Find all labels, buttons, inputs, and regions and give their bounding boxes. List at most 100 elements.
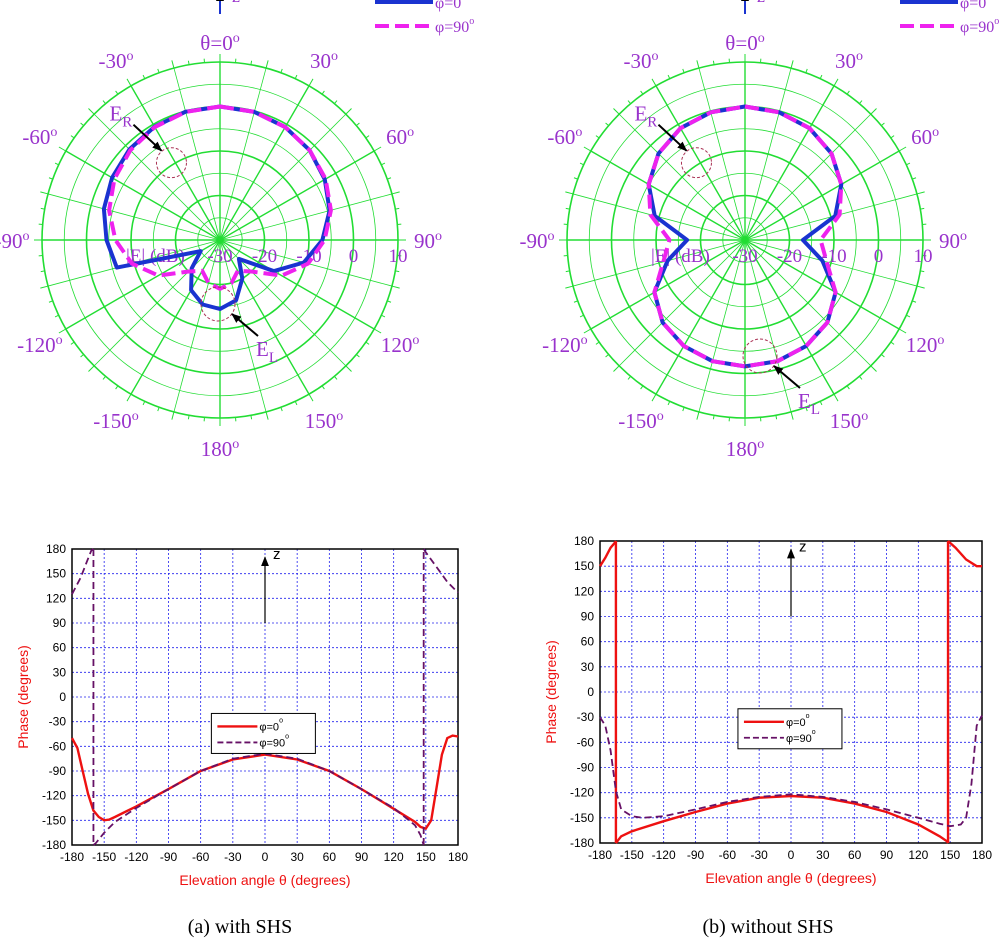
y-tick-label: -90 [577, 761, 595, 775]
polar-tick [565, 285, 574, 289]
angle-label: -120o [17, 333, 63, 357]
x-tick-label: -120 [124, 850, 148, 864]
x-tick-label: -150 [92, 850, 116, 864]
polar-tick [142, 401, 146, 406]
polar-grid-spoke [219, 239, 375, 330]
polar-tick [790, 60, 794, 69]
y-axis-title: Phase (degrees) [543, 640, 559, 744]
radial-tick-label: -30 [732, 246, 757, 267]
plot-frame [599, 540, 983, 844]
polar-tick [906, 162, 911, 166]
polar-tick [126, 393, 132, 402]
y-tick-label: -60 [49, 739, 67, 753]
theta0-label: θ=0o [725, 31, 764, 55]
polar-grid-spoke [130, 85, 221, 241]
polar-tick [906, 314, 911, 318]
polar-tick [613, 108, 620, 115]
polar-grid-spoke [744, 67, 792, 241]
polar-tick [373, 328, 382, 334]
radial-tick-label: 0 [874, 246, 884, 267]
legend-label: φ=90o [786, 729, 816, 745]
polar-grid-spoke [698, 239, 746, 413]
x-tick-label: -60 [192, 850, 210, 864]
polar-tick [265, 60, 269, 69]
angle-label: 150o [830, 409, 869, 433]
polar-tick [920, 270, 925, 273]
legend-box [737, 708, 843, 750]
y-tick-label: -120 [42, 789, 66, 803]
polar-tick [365, 341, 370, 345]
x-tick-label: -150 [620, 848, 644, 862]
polar-tick [265, 411, 269, 420]
polar-tick [381, 314, 386, 318]
er-label: ER [109, 102, 132, 131]
y-tick-label: 150 [574, 559, 594, 573]
y-tick-label: 30 [53, 665, 67, 679]
phase-plot-a: -180 -150 -120 -90 -60 -30 0 30 60 90 120 150 180 -18… [15, 542, 468, 888]
polar-tick [881, 122, 885, 126]
polar-tick [819, 401, 823, 406]
polar-plot-b: 30o 60o 90o 120o 150o 180o -150o -120o -90o -60o -… [520, 0, 999, 461]
y-tick-label: 180 [46, 542, 66, 556]
x-tick-label: 150 [940, 848, 960, 862]
polar-tick [187, 415, 190, 420]
polar-tick [573, 177, 578, 180]
x-tick-label: -30 [224, 850, 242, 864]
el-label: EL [798, 389, 820, 418]
el-arrow [231, 313, 259, 337]
angle-label: -90o [0, 229, 30, 253]
polar-tick [126, 78, 132, 87]
plot-frame [71, 548, 459, 846]
y-tick-label: 0 [59, 690, 66, 704]
polar-tick [102, 100, 106, 104]
el-arrow [773, 365, 801, 389]
polar-tick [613, 365, 620, 372]
polar-tick [373, 146, 382, 152]
polar-tick [345, 365, 352, 372]
polar-tick [579, 162, 584, 166]
polar-tick [640, 385, 644, 390]
x-tick-label: -30 [750, 848, 768, 862]
polar-tick [171, 60, 175, 69]
x-tick-label: 180 [448, 850, 468, 864]
polar-tick [640, 90, 644, 95]
polar-tick [58, 146, 67, 152]
polar-tick [387, 177, 392, 180]
polar-grid-spoke [618, 239, 746, 367]
y-tick-label: 90 [581, 610, 595, 624]
y-tick-label: -150 [42, 813, 66, 827]
angle-label: 120o [381, 333, 420, 357]
polar-tick [819, 74, 823, 79]
x-tick-label: 60 [323, 850, 337, 864]
polar-tick [805, 68, 808, 73]
angle-label: 180o [726, 437, 765, 461]
polar-grid-spoke [744, 239, 872, 367]
series-phi90-curve [646, 104, 844, 369]
polar-grid-spoke [219, 239, 310, 395]
polar-grid-spoke [93, 113, 221, 241]
legend-label: φ=0o [960, 0, 991, 12]
legend-label: φ=90o [435, 16, 474, 36]
radial-tick-label: 10 [389, 246, 408, 267]
x-axis-title: Elevation angle θ (degrees) [705, 870, 876, 886]
polar-grid-spoke [219, 85, 310, 241]
x-tick-label: 150 [416, 850, 436, 864]
radial-tick-label: 0 [349, 246, 359, 267]
x-tick-label: 180 [972, 848, 992, 862]
polar-tick [846, 385, 850, 390]
polar-grid-spoke [744, 85, 835, 241]
angle-label: -90o [520, 229, 555, 253]
angle-label: 120o [906, 333, 945, 357]
polar-tick [356, 354, 360, 358]
polar-tick [40, 207, 45, 210]
theta0-label: θ=0o [200, 31, 239, 55]
polar-tick [573, 300, 578, 303]
polar-plot-a: 30o 60o 90o 120o 150o 180o -150o -120o -90o -60o -… [0, 0, 474, 461]
x-tick-label: 60 [848, 848, 862, 862]
polar-tick [54, 314, 59, 318]
y-tick-label: -30 [577, 710, 595, 724]
polar-tick [171, 411, 175, 420]
polar-tick [805, 407, 808, 412]
polar-tick [870, 108, 877, 115]
legend-box [210, 712, 316, 754]
